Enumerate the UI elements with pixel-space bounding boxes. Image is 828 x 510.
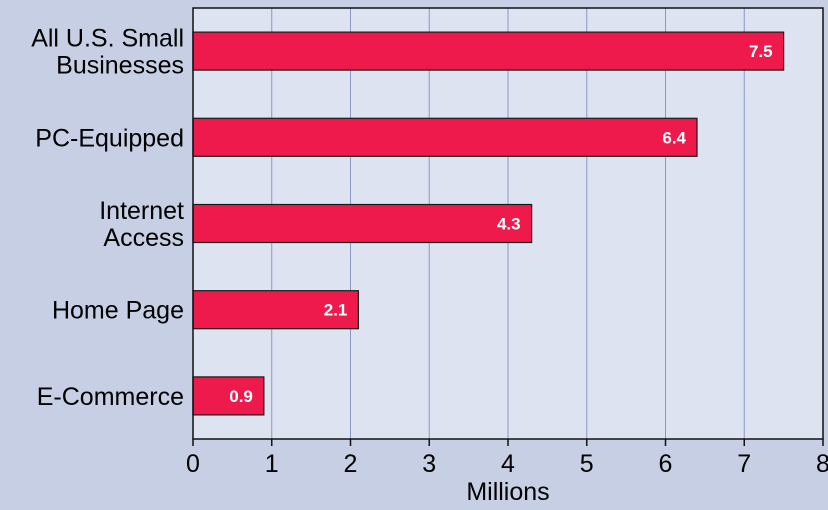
x-tick-label: 7 [737,450,751,478]
data-label: 2.1 [324,301,348,320]
category-label: Businesses [56,52,184,80]
x-tick-label: 1 [265,450,279,478]
x-tick-label: 0 [186,450,200,478]
x-axis-title: Millions [466,478,549,506]
x-tick-label: 8 [816,450,828,478]
category-label: Home Page [52,297,184,325]
data-label: 7.5 [749,42,773,61]
bar [192,203,533,244]
bar [192,31,785,71]
x-tick-label: 6 [659,450,673,478]
x-tick-label: 4 [501,450,515,478]
data-label: 6.4 [662,128,686,147]
data-label: 0.9 [229,387,253,406]
x-tick-label: 2 [344,450,358,478]
category-label: PC-Equipped [35,124,184,152]
bar [192,117,698,157]
category-label: E-Commerce [37,383,184,411]
x-tick-label: 3 [422,450,436,478]
data-label: 4.3 [497,215,521,234]
bar [192,290,359,330]
category-label: Internet [99,197,184,225]
x-tick-label: 5 [580,450,594,478]
category-label: All U.S. Small [31,25,184,53]
category-label: Access [103,224,184,252]
